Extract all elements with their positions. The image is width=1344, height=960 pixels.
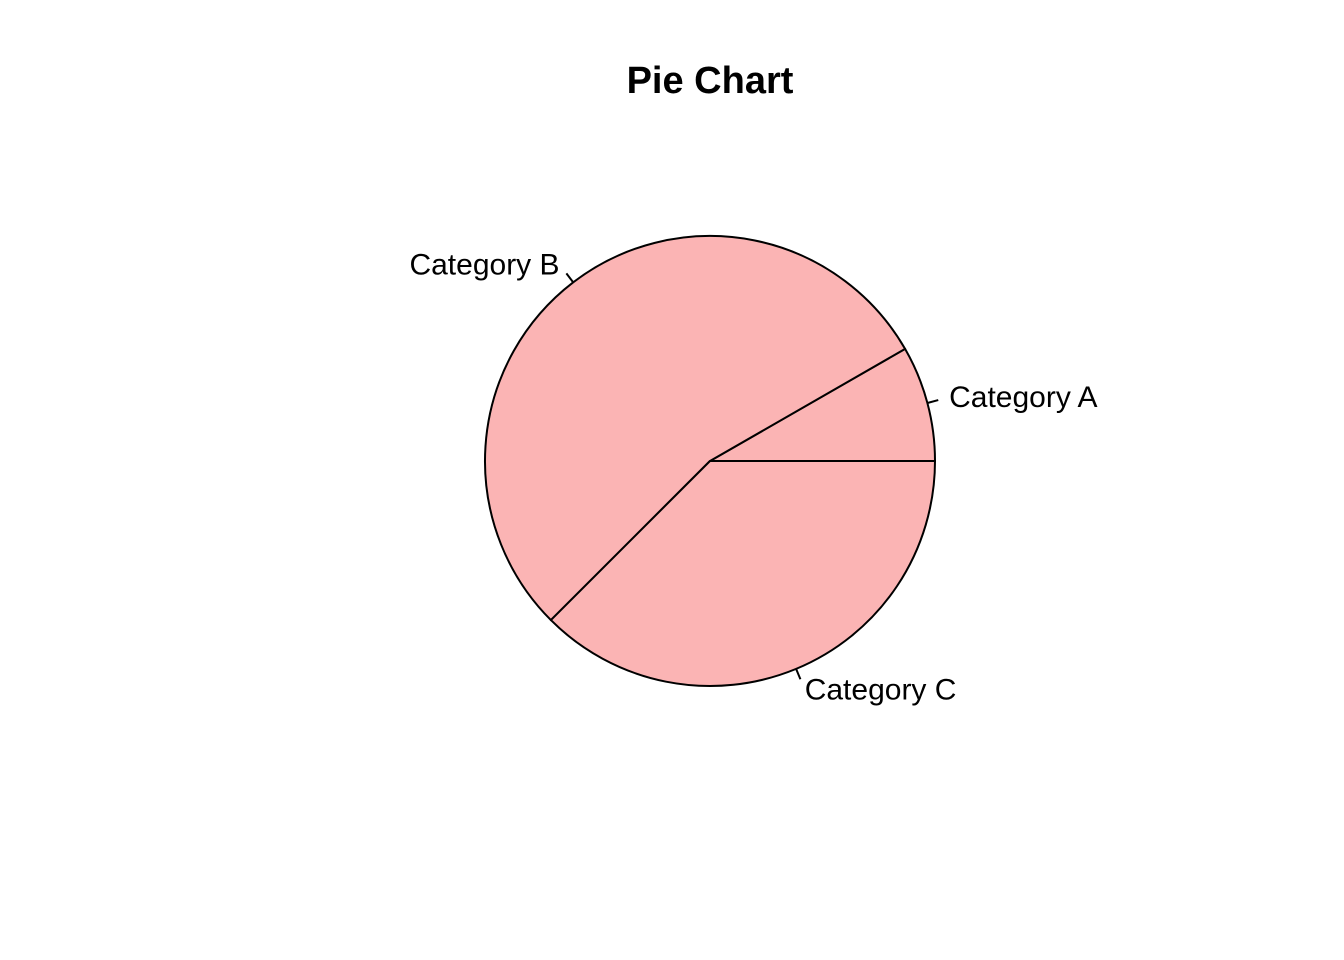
slice-label-category-c: Category C	[805, 674, 957, 707]
label-tick-category-c	[795, 668, 802, 680]
slice-label-category-b: Category B	[409, 248, 559, 281]
pie-slices	[484, 235, 936, 687]
label-tick-category-b	[565, 272, 575, 283]
label-tick-category-a	[927, 399, 939, 404]
chart-title: Pie Chart	[627, 60, 794, 102]
pie-slice-category-c	[549, 460, 936, 687]
slice-label-category-a: Category A	[949, 381, 1097, 414]
pie-labels: Category A Category B Category C	[409, 248, 1097, 706]
